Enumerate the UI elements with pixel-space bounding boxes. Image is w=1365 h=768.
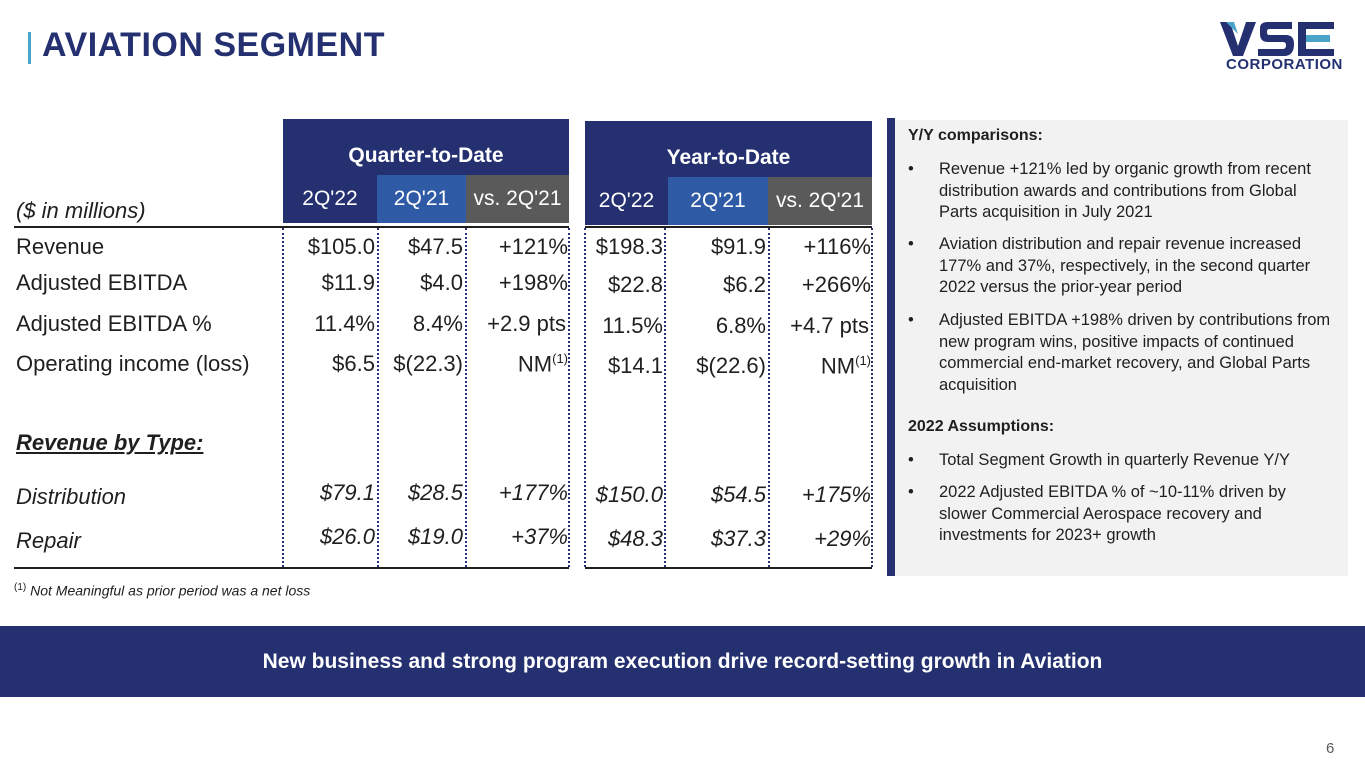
col-divider xyxy=(584,228,586,567)
adj-ebitda-ytd-vs: +266% xyxy=(801,272,871,297)
revenue-qtd-2q22: $105.0 xyxy=(307,234,375,259)
footnote-mark: (1) xyxy=(14,582,27,593)
revenue-ytd-2q21: $91.9 xyxy=(710,234,766,259)
adj-ebitda-pct-qtd-vs: +2.9 pts xyxy=(487,311,566,336)
vse-logo xyxy=(1220,22,1334,56)
yy-bullet: • Aviation distribution and repair reven… xyxy=(908,234,1338,299)
bullet-dot: • xyxy=(908,451,914,469)
ytd-col-vs: vs. 2Q'21 xyxy=(768,177,872,225)
commentary-panel xyxy=(895,120,1348,576)
repair-ytd-2q21: $37.3 xyxy=(710,526,766,551)
page-number: 6 xyxy=(1326,740,1335,757)
repair-qtd-2q21: $19.0 xyxy=(407,524,463,549)
col-divider xyxy=(465,228,467,567)
col-divider xyxy=(377,228,379,567)
units-label: ($ in millions) xyxy=(16,198,146,223)
row-label-adj-ebitda-pct: Adjusted EBITDA % xyxy=(16,311,212,336)
footnote-text: Not Meaningful as prior period was a net… xyxy=(30,582,311,599)
distribution-ytd-2q22: $150.0 xyxy=(595,482,663,507)
footnote-ref: (1) xyxy=(552,351,568,366)
adj-ebitda-pct-qtd-2q21: 8.4% xyxy=(412,311,463,336)
yy-bullet: • Adjusted EBITDA +198% driven by contri… xyxy=(908,310,1338,396)
ytd-bottom-rule xyxy=(585,567,872,569)
qtd-col-2q21: 2Q'21 xyxy=(377,175,466,223)
bullet-text: Total Segment Growth in quarterly Revenu… xyxy=(939,451,1290,469)
revenue-by-type-heading: Revenue by Type: xyxy=(16,430,204,455)
op-income-ytd-vs: NM(1) xyxy=(768,353,871,379)
col-divider xyxy=(282,228,284,567)
bullet-text: Revenue +121% led by organic growth from… xyxy=(939,160,1311,221)
takeaway-banner: New business and strong program executio… xyxy=(0,626,1365,697)
qtd-col-vs: vs. 2Q'21 xyxy=(466,175,569,223)
adj-ebitda-qtd-vs: +198% xyxy=(498,270,568,295)
op-income-ytd-2q21: $(22.6) xyxy=(696,353,766,378)
adj-ebitda-pct-ytd-2q21: 6.8% xyxy=(715,313,766,338)
page-title: AVIATION SEGMENT xyxy=(42,26,385,64)
revenue-ytd-vs: +116% xyxy=(803,234,871,259)
ytd-col-2q21: 2Q'21 xyxy=(668,177,768,225)
op-income-qtd-2q21: $(22.3) xyxy=(393,351,463,376)
logo-subtitle: CORPORATION xyxy=(1226,56,1343,73)
ytd-col-2q22: 2Q'22 xyxy=(585,177,668,225)
row-label-operating-income: Operating income (loss) xyxy=(16,351,250,376)
distribution-ytd-vs: +175% xyxy=(801,482,871,507)
bullet-dot: • xyxy=(908,160,914,178)
assumption-bullet: • Total Segment Growth in quarterly Reve… xyxy=(908,450,1338,472)
op-income-qtd-vs: NM(1) xyxy=(466,351,568,377)
bullet-text: Adjusted EBITDA +198% driven by contribu… xyxy=(939,311,1331,394)
nm-text: NM xyxy=(820,353,856,379)
col-divider xyxy=(568,228,570,567)
bullet-text: Aviation distribution and repair revenue… xyxy=(939,235,1311,296)
distribution-qtd-2q22: $79.1 xyxy=(319,480,375,505)
row-label-repair: Repair xyxy=(16,528,81,553)
nm-text: NM xyxy=(517,351,553,377)
assumption-bullet: • 2022 Adjusted EBITDA % of ~10-11% driv… xyxy=(908,482,1338,547)
bullet-dot: • xyxy=(908,235,914,253)
table-top-rule xyxy=(14,226,569,228)
yy-bullet: • Revenue +121% led by organic growth fr… xyxy=(908,159,1338,224)
title-accent-bar xyxy=(28,32,31,64)
qtd-col-2q22: 2Q'22 xyxy=(283,175,377,223)
table-bottom-rule xyxy=(14,567,569,569)
bullet-dot: • xyxy=(908,311,914,329)
footnote-ref: (1) xyxy=(855,353,871,368)
repair-ytd-vs: +29% xyxy=(814,526,871,551)
op-income-qtd-2q22: $6.5 xyxy=(332,351,375,376)
adj-ebitda-ytd-2q21: $6.2 xyxy=(723,272,766,297)
revenue-qtd-vs: +121% xyxy=(498,234,568,259)
ytd-top-rule xyxy=(585,226,872,228)
repair-qtd-2q22: $26.0 xyxy=(319,524,375,549)
col-divider xyxy=(871,228,873,567)
distribution-qtd-2q21: $28.5 xyxy=(407,480,463,505)
ytd-header: Year-to-Date xyxy=(585,121,872,179)
adj-ebitda-ytd-2q22: $22.8 xyxy=(607,272,663,297)
col-divider xyxy=(768,228,770,567)
row-label-adj-ebitda: Adjusted EBITDA xyxy=(16,270,188,295)
adj-ebitda-pct-ytd-2q22: 11.5% xyxy=(602,313,663,338)
distribution-ytd-2q21: $54.5 xyxy=(710,482,766,507)
distribution-qtd-vs: +177% xyxy=(498,480,568,505)
repair-qtd-vs: +37% xyxy=(511,524,568,549)
assumptions-heading: 2022 Assumptions: xyxy=(908,418,1055,435)
col-divider xyxy=(664,228,666,567)
row-label-revenue: Revenue xyxy=(16,234,105,259)
footnote: (1) Not Meaningful as prior period was a… xyxy=(14,582,310,599)
adj-ebitda-pct-ytd-vs: +4.7 pts xyxy=(790,313,869,338)
bullet-dot: • xyxy=(908,483,914,501)
adj-ebitda-qtd-2q22: $11.9 xyxy=(321,270,375,295)
adj-ebitda-pct-qtd-2q22: 11.4% xyxy=(314,311,375,336)
row-label-distribution: Distribution xyxy=(16,484,127,509)
op-income-ytd-2q22: $14.1 xyxy=(607,353,663,378)
sidebar-accent-bar xyxy=(887,118,895,576)
yy-comparisons-heading: Y/Y comparisons: xyxy=(908,127,1043,144)
bullet-text: 2022 Adjusted EBITDA % of ~10-11% driven… xyxy=(939,483,1286,544)
adj-ebitda-qtd-2q21: $4.0 xyxy=(420,270,463,295)
revenue-ytd-2q22: $198.3 xyxy=(595,234,663,259)
revenue-qtd-2q21: $47.5 xyxy=(407,234,463,259)
repair-ytd-2q22: $48.3 xyxy=(607,526,663,551)
qtd-header: Quarter-to-Date xyxy=(283,119,569,177)
